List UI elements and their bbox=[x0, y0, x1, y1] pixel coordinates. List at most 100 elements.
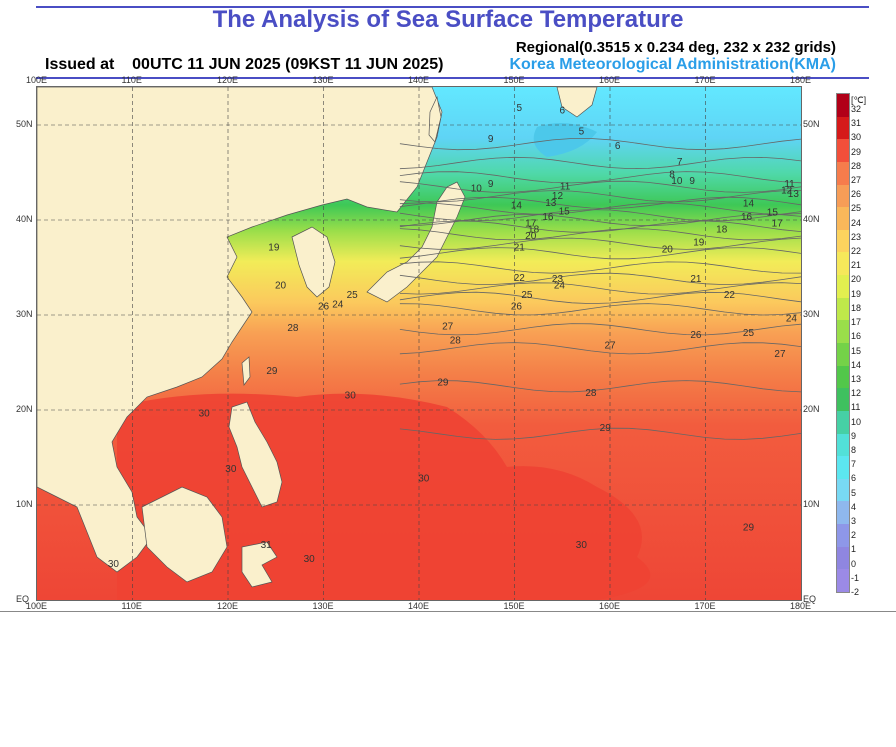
isotherm-label: 12 bbox=[781, 185, 793, 196]
isotherm-line bbox=[399, 180, 801, 193]
isotherm-label: 22 bbox=[724, 290, 736, 301]
sst-map: 5 6 5 6 9 7 8 10 9 9 10 11 12 13 14 15 16 17 18 20 21 14 15 16 1… bbox=[36, 86, 802, 601]
isotherm-label: 12 bbox=[552, 191, 564, 202]
isotherm-label: 13 bbox=[788, 189, 800, 200]
isotherm-label: 26 bbox=[690, 330, 702, 341]
lon-label-bottom: 140E bbox=[408, 601, 430, 611]
colorbar-segment bbox=[837, 229, 849, 253]
isotherm-line bbox=[399, 209, 801, 222]
colorbar-label: 30 bbox=[851, 132, 862, 143]
colorbar-segment bbox=[837, 139, 849, 163]
colorbar-label: 16 bbox=[851, 331, 862, 342]
footer-rule bbox=[0, 611, 896, 612]
isotherm-label: 26 bbox=[318, 301, 330, 312]
agency-name: Korea Meteorological Administration(KMA) bbox=[509, 56, 836, 73]
colorbar-label: 1 bbox=[851, 544, 857, 555]
isotherm-label: 28 bbox=[287, 323, 299, 334]
lat-label-right: 40N bbox=[803, 214, 820, 224]
isotherm-line bbox=[399, 190, 801, 203]
isotherm-label: 27 bbox=[774, 349, 786, 360]
colorbar-label: 11 bbox=[851, 402, 861, 413]
isotherm-label: 30 bbox=[304, 554, 316, 565]
kamchatka-land bbox=[556, 87, 598, 118]
lat-label-right: 30N bbox=[803, 309, 820, 319]
isotherm-label: 26 bbox=[511, 301, 523, 312]
isotherm-line bbox=[399, 213, 801, 227]
colorbar-segment bbox=[837, 343, 849, 367]
colorbar-label: 13 bbox=[851, 373, 862, 384]
colorbar-label: 4 bbox=[851, 501, 857, 512]
isotherm-line bbox=[399, 228, 801, 241]
colorbar-segment bbox=[837, 184, 849, 208]
lon-label-bottom: 120E bbox=[217, 601, 239, 611]
lon-label-top: 100E bbox=[26, 75, 48, 85]
colorbar-segment bbox=[837, 275, 849, 299]
colorbar-segment bbox=[837, 161, 849, 186]
colorbar-segment bbox=[837, 456, 849, 480]
colorbar-label: 8 bbox=[851, 444, 857, 455]
grid-info: Regional(0.3515 x 0.234 deg, 232 x 232 g… bbox=[515, 39, 836, 56]
isotherm-label: 16 bbox=[542, 212, 554, 223]
isotherm-label: 27 bbox=[442, 321, 454, 332]
colorbar-label: 29 bbox=[851, 146, 862, 157]
isotherm-line bbox=[399, 323, 801, 336]
colorbar-label: 25 bbox=[851, 203, 862, 214]
isotherm-label: 23 bbox=[552, 274, 564, 285]
isotherm-label: 21 bbox=[690, 274, 702, 285]
colorbar-label: 28 bbox=[851, 160, 862, 171]
lon-label-bottom: 130E bbox=[312, 601, 334, 611]
isotherm-label: 29 bbox=[743, 523, 755, 534]
colorbar-label: 9 bbox=[851, 430, 857, 441]
colorbar-segment bbox=[837, 365, 849, 389]
lat-label-left: EQ bbox=[16, 594, 30, 604]
colorbar-label: 5 bbox=[851, 487, 857, 498]
colorbar-label: 12 bbox=[851, 388, 862, 399]
isotherm-line bbox=[399, 138, 801, 151]
isotherm-line bbox=[399, 427, 801, 440]
lon-label-top: 160E bbox=[599, 75, 621, 85]
isotherm-label: 11 bbox=[784, 179, 795, 190]
colorbar-label: 3 bbox=[851, 515, 857, 526]
isotherm-lines bbox=[399, 138, 801, 440]
colorbar-label: 22 bbox=[851, 246, 862, 257]
colorbar-unit: [℃] bbox=[851, 95, 867, 105]
colorbar-segment bbox=[837, 501, 849, 525]
colorbar-label: -2 bbox=[851, 587, 860, 597]
isotherm-label: 29 bbox=[266, 366, 278, 377]
isotherm-label: 9 bbox=[488, 179, 494, 190]
taiwan-land bbox=[241, 356, 251, 386]
lon-label-top: 150E bbox=[503, 75, 525, 85]
isotherm-label: 17 bbox=[525, 219, 537, 230]
colorbar-label: 23 bbox=[851, 231, 862, 242]
isotherm-label: 25 bbox=[521, 290, 533, 301]
asia-mainland bbox=[37, 87, 443, 573]
isotherm-line bbox=[399, 282, 801, 295]
lon-label-top: 130E bbox=[312, 75, 334, 85]
colorbar-label: 10 bbox=[851, 416, 862, 427]
colorbar-segment bbox=[837, 116, 849, 140]
lon-label-top: 170E bbox=[694, 75, 716, 85]
colorbar-label: 24 bbox=[851, 217, 862, 228]
isotherm-line bbox=[399, 261, 801, 274]
lat-label-right: EQ bbox=[803, 594, 817, 604]
isotherm-label: 7 bbox=[677, 157, 683, 168]
colorbar-label: 7 bbox=[851, 459, 857, 470]
isotherm-line bbox=[399, 247, 801, 260]
lon-label-top: 140E bbox=[408, 75, 430, 85]
isotherm-label: 14 bbox=[743, 199, 755, 210]
isotherm-label: 10 bbox=[671, 176, 683, 187]
sulawesi-land bbox=[241, 541, 278, 588]
lon-label-bottom: 160E bbox=[599, 601, 621, 611]
colorbar-label: 17 bbox=[851, 317, 862, 328]
isotherm-label: 5 bbox=[579, 127, 585, 138]
isotherm-label: 20 bbox=[525, 231, 537, 242]
isotherm-label: 27 bbox=[604, 340, 616, 351]
colorbar-segment bbox=[837, 410, 849, 435]
isotherm-label: 6 bbox=[559, 106, 565, 117]
colorbar-label: 14 bbox=[851, 359, 862, 370]
lat-label-right: 10N bbox=[803, 499, 820, 509]
colorbar-label: 2 bbox=[851, 530, 857, 541]
lon-label-top: 180E bbox=[790, 75, 812, 85]
isotherm-label: 30 bbox=[225, 464, 237, 475]
